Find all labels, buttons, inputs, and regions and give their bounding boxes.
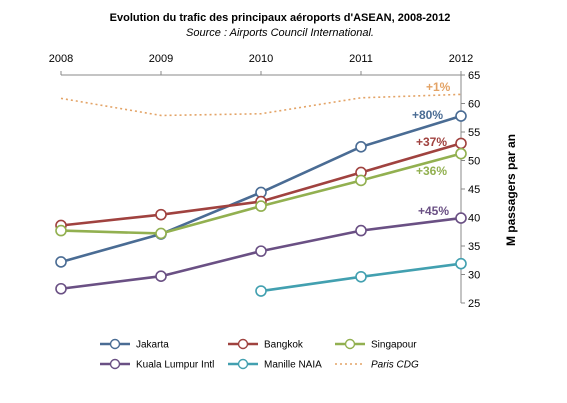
data-point <box>455 212 467 224</box>
y-tick-label: 55 <box>468 127 480 139</box>
y-axis-ticks: 25 30 35 40 45 50 55 60 65 <box>461 70 480 310</box>
data-point <box>355 141 367 153</box>
growth-label: +36% <box>416 164 447 178</box>
x-axis-ticks: 2008 2009 2010 2011 2012 <box>49 53 473 75</box>
data-point <box>155 270 167 283</box>
y-tick-label: 60 <box>468 99 480 111</box>
legend-label: Bangkok <box>264 340 304 351</box>
y-tick-label: 65 <box>468 70 480 82</box>
legend-marker <box>109 338 121 350</box>
y-tick-label: 35 <box>468 241 480 253</box>
data-point <box>255 285 267 297</box>
data-point <box>155 227 167 240</box>
y-axis-label: M passagers par an <box>504 134 518 246</box>
data-point <box>355 224 367 237</box>
x-tick-label: 2011 <box>349 53 373 65</box>
data-point <box>255 245 267 257</box>
data-point <box>55 224 67 237</box>
y-tick-label: 45 <box>468 184 480 196</box>
data-point <box>55 256 67 268</box>
legend: Jakarta Bangkok Singapour Kuala Lumpur Intl… <box>100 338 419 371</box>
data-point <box>255 200 267 212</box>
data-point <box>355 174 367 187</box>
legend-marker <box>109 358 121 370</box>
data-point <box>455 137 467 150</box>
data-point <box>55 282 67 295</box>
x-tick-label: 2012 <box>449 53 473 65</box>
legend-label: Kuala Lumpur Intl <box>136 360 214 371</box>
data-point <box>455 257 467 270</box>
data-point <box>455 147 467 160</box>
legend-label: Jakarta <box>136 340 169 351</box>
x-tick-label: 2008 <box>49 53 73 65</box>
legend-marker <box>237 358 249 370</box>
x-tick-label: 2010 <box>249 53 273 65</box>
data-point <box>155 208 167 221</box>
legend-label: Manille NAIA <box>264 360 322 371</box>
series-line-bangkok <box>60 142 462 227</box>
growth-label: +37% <box>416 135 447 149</box>
series-layer <box>55 93 467 297</box>
legend-label: Paris CDG <box>371 360 419 371</box>
chart-subtitle: Source : Airports Council International. <box>186 27 374 39</box>
growth-labels: +80% +37% +36% +45% +1% <box>412 80 451 218</box>
y-tick-label: 50 <box>468 156 480 168</box>
chart-title: Evolution du trafic des principaux aérop… <box>110 12 451 24</box>
legend-marker <box>237 338 249 350</box>
y-tick-label: 25 <box>468 298 480 310</box>
x-tick-label: 2009 <box>149 53 173 65</box>
series-line-paris-cdg <box>60 93 462 117</box>
y-tick-label: 40 <box>468 213 480 225</box>
legend-label: Singapour <box>371 340 417 351</box>
legend-marker <box>344 338 356 350</box>
y-tick-label: 30 <box>468 270 480 282</box>
data-point <box>355 270 367 283</box>
data-point <box>455 110 467 122</box>
growth-label: +80% <box>412 108 443 122</box>
growth-label: +45% <box>418 204 449 218</box>
growth-label: +1% <box>426 80 451 94</box>
